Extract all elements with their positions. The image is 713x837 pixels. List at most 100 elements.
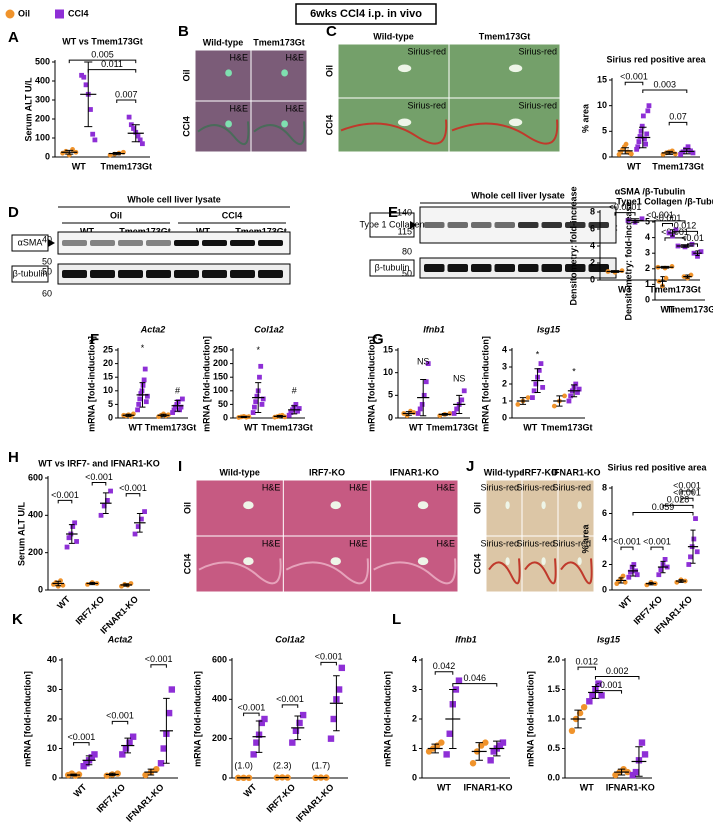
y-tick-label: 2 — [602, 559, 607, 569]
data-point — [83, 82, 89, 88]
y-tick-label: 3 — [412, 684, 417, 694]
stain-label: Sirius-red — [552, 538, 591, 548]
data-point — [454, 406, 460, 412]
vessel — [225, 69, 232, 77]
data-point — [92, 137, 98, 143]
legend-label: CCl4 — [68, 8, 89, 18]
data-point — [165, 709, 173, 717]
data-point — [622, 579, 628, 585]
image-row-label: Oil — [181, 69, 191, 81]
data-point — [81, 74, 87, 80]
error-bar — [441, 412, 448, 416]
data-point — [135, 524, 141, 529]
data-point — [639, 216, 645, 222]
x-tick-label: WT — [71, 782, 88, 799]
x-tick-label: Tmem173Gt — [261, 422, 313, 432]
stain-label: H&E — [436, 538, 455, 548]
data-point — [126, 114, 132, 120]
significance-label: <0.001 — [145, 654, 173, 664]
y-axis-label: Densitometry: fold-increase — [623, 201, 633, 320]
chart-title: WT vs IRF7- and IFNAR1-KO — [38, 458, 160, 468]
image-column-label: Tmem173Gt — [253, 37, 305, 47]
treatment-label: CCl4 — [222, 210, 243, 220]
y-axis-label: mRNA [fold-induction] — [22, 671, 32, 767]
data-point — [85, 582, 90, 587]
x-tick-label: IRF7-KO — [265, 782, 298, 815]
data-point — [260, 396, 266, 402]
significance-bracket — [281, 704, 299, 708]
y-tick-label: 5 — [602, 126, 607, 136]
y-axis-label: % area — [580, 103, 590, 133]
significance-label: 0.046 — [464, 673, 487, 683]
vessel — [417, 501, 429, 510]
axis-line — [54, 60, 150, 158]
blot-band — [471, 264, 492, 272]
significance-bracket — [577, 666, 596, 671]
data-point — [64, 544, 70, 550]
data-point — [691, 536, 697, 542]
error-bar — [570, 384, 578, 398]
blot-band — [62, 270, 87, 278]
image-column-label: IRF7-KO — [309, 467, 345, 477]
data-point — [642, 136, 647, 142]
blot-band — [230, 240, 255, 246]
x-tick-label: IRF7-KO — [74, 594, 107, 627]
x-tick-label: Tmem173Gt — [652, 161, 704, 171]
y-axis-label: mRNA [fold-induction] — [382, 671, 392, 767]
data-point — [138, 516, 144, 522]
panel-letter: J — [466, 458, 474, 475]
fibrosis-streak — [488, 558, 521, 585]
data-point — [531, 388, 537, 394]
data-point — [632, 768, 640, 776]
significance-label: <0.001 — [595, 680, 623, 690]
image-column-label: Wild-type — [203, 37, 243, 47]
y-tick-label: 150 — [213, 372, 228, 382]
data-point — [174, 402, 180, 407]
y-axis-label: mRNA [fold-induction] — [366, 336, 376, 432]
histology-image — [486, 480, 522, 536]
significance-bracket — [57, 499, 73, 504]
significance-label: 0.011 — [101, 59, 123, 69]
x-tick-label: IRF7-KO — [95, 782, 128, 815]
y-tick-label: 3 — [645, 248, 650, 258]
fibrosis-streak — [524, 558, 557, 585]
data-point — [335, 686, 343, 693]
data-point — [629, 564, 635, 570]
y-tick-label: 200 — [213, 358, 228, 368]
error-bar — [665, 150, 673, 155]
protein-label: αSMA — [18, 237, 43, 247]
data-point — [295, 408, 300, 414]
protein-label: Type 1 Collagen — [359, 219, 424, 229]
chart-title: Isg15 — [597, 634, 621, 644]
stain-label: Sirius-red — [552, 482, 591, 492]
data-point — [70, 524, 76, 529]
data-point — [656, 572, 662, 578]
stain-label: Sirius-red — [516, 538, 555, 548]
error-bar — [431, 743, 439, 754]
blot-title: Whole cell liver lysate — [127, 194, 221, 204]
error-bar — [556, 395, 563, 407]
data-point — [131, 126, 136, 131]
error-bar — [255, 720, 263, 753]
data-point — [419, 402, 425, 407]
data-point — [327, 735, 335, 742]
error-bar — [85, 755, 93, 766]
data-point — [261, 715, 268, 723]
y-tick-label: 50 — [218, 399, 228, 409]
significance-bracket — [624, 81, 644, 86]
error-bar — [695, 250, 700, 257]
data-point — [160, 745, 167, 752]
error-bar — [68, 524, 75, 544]
image-row-label: Oil — [182, 502, 192, 514]
error-bar — [125, 413, 132, 417]
vessel — [281, 120, 288, 128]
error-bar — [534, 368, 541, 393]
data-point — [646, 103, 652, 109]
data-point — [122, 745, 130, 752]
y-tick-label: 4 — [590, 240, 595, 250]
data-point — [562, 393, 567, 399]
image-column-label: Tmem173Gt — [479, 31, 531, 41]
data-point — [683, 146, 688, 152]
data-point — [55, 583, 61, 589]
data-point — [137, 137, 143, 143]
